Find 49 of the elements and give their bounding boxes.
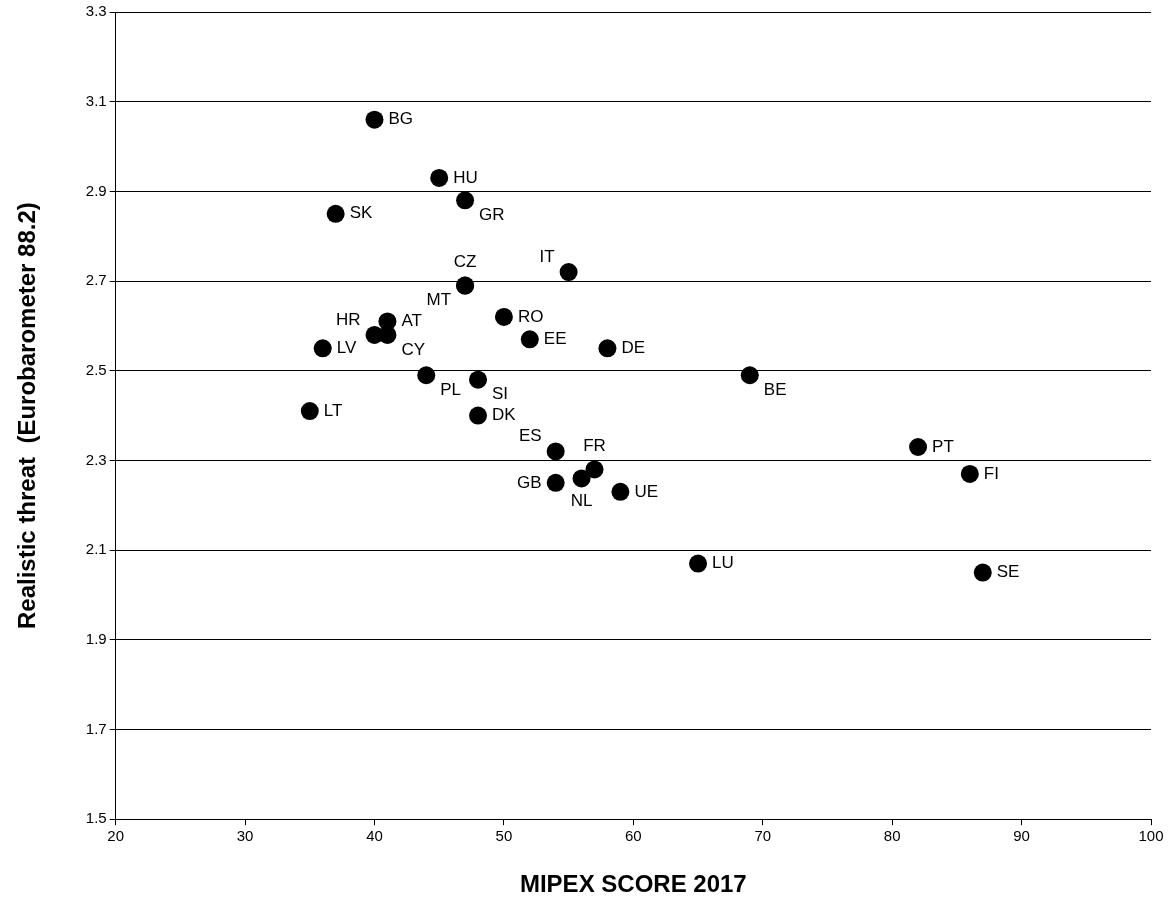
annotation: CY [401,339,426,359]
x-tick-label: 100 [1138,827,1164,845]
x-tick-label: 60 [624,827,642,845]
annotation: GB [517,472,542,492]
y-tick-label: 2.3 [85,450,107,468]
annotation: RO [517,306,544,326]
annotation: MT [426,290,452,310]
y-tick-label: 1.9 [85,629,107,647]
annotation: DE [621,338,646,358]
annotation: LT [323,400,343,420]
annotation: DK [492,405,517,425]
y-tick-label: 2.7 [85,271,107,289]
x-tick-label: 20 [107,827,124,845]
x-tick-label: 40 [366,827,383,845]
y-tick-label: 2.1 [85,540,107,558]
annotation: BE [763,379,787,399]
annotation: HU [453,167,478,187]
annotation: EE [543,329,567,349]
annotation: BG [388,109,414,129]
annotation: PL [440,379,462,399]
annotation: AT [401,311,422,331]
annotation: HR [335,309,361,329]
annotation: LV [336,338,357,358]
annotation: UE [634,481,659,501]
annotation: FI [983,463,999,483]
x-tick-label: 30 [236,827,254,845]
y-tick-label: 1.7 [85,719,107,737]
y-tick-label: 1.5 [85,809,107,827]
annotation: SE [996,562,1020,582]
annotation: LU [712,553,734,573]
x-axis-title: MIPEX SCORE 2017 [519,870,747,898]
annotation: ES [519,426,542,446]
annotation: PT [932,436,954,456]
annotation: IT [539,246,555,266]
annotation: GR [479,205,505,225]
annotation: SI [492,384,509,404]
annotation: CZ [453,252,477,272]
y-tick-label: 3.3 [85,2,107,20]
annotation: NL [570,491,593,511]
y-tick-label: 2.5 [85,360,107,378]
y-axis-title: Realistic threat (Eurobarometer 88.2) [13,202,41,630]
x-tick-label: 50 [495,827,513,845]
x-tick-label: 80 [883,827,901,845]
annotation: FR [583,436,606,456]
y-tick-label: 3.1 [85,91,107,109]
annotation: SK [349,203,373,223]
x-tick-label: 70 [754,827,772,845]
y-tick-label: 2.9 [85,181,107,199]
x-tick-label: 90 [1013,827,1030,845]
